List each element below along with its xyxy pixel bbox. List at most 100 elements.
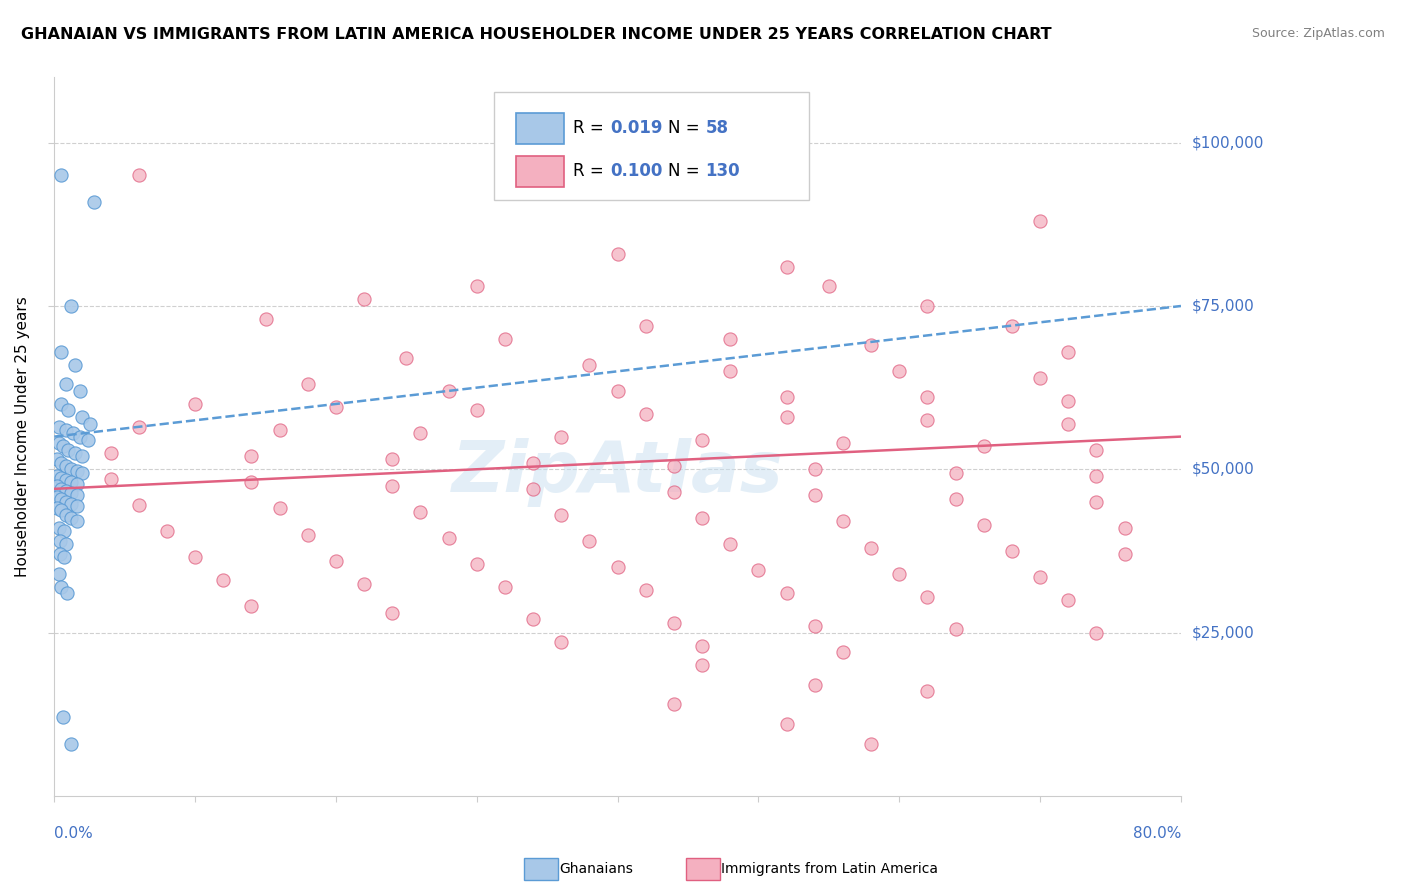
Point bbox=[254, 312, 277, 326]
Text: R =: R = bbox=[572, 161, 609, 180]
Point bbox=[240, 599, 263, 614]
Point bbox=[860, 541, 883, 555]
Point bbox=[522, 612, 544, 626]
Point bbox=[775, 717, 797, 731]
Point bbox=[1001, 318, 1024, 333]
Point bbox=[51, 580, 73, 594]
Point bbox=[804, 619, 827, 633]
Point bbox=[1114, 521, 1136, 535]
Point bbox=[465, 557, 488, 571]
Point bbox=[51, 482, 73, 496]
Point bbox=[51, 397, 73, 411]
Point bbox=[1029, 570, 1052, 584]
Point bbox=[437, 384, 460, 398]
Point bbox=[60, 497, 83, 511]
Point bbox=[945, 622, 967, 636]
Point bbox=[917, 391, 939, 405]
Point bbox=[55, 537, 77, 551]
Point bbox=[662, 615, 685, 630]
Point bbox=[973, 439, 995, 453]
Point bbox=[46, 452, 69, 467]
Point bbox=[634, 407, 657, 421]
Point bbox=[804, 488, 827, 502]
Point bbox=[1085, 468, 1108, 483]
Text: $100,000: $100,000 bbox=[1192, 136, 1264, 150]
Text: R =: R = bbox=[572, 119, 609, 136]
Text: 130: 130 bbox=[706, 161, 740, 180]
Point bbox=[465, 279, 488, 293]
Point bbox=[381, 478, 404, 492]
Text: Immigrants from Latin America: Immigrants from Latin America bbox=[721, 862, 938, 876]
Point bbox=[437, 531, 460, 545]
Point bbox=[297, 377, 319, 392]
Point bbox=[156, 524, 179, 539]
Point bbox=[606, 384, 628, 398]
Point bbox=[60, 462, 83, 476]
Point bbox=[51, 492, 73, 507]
Point bbox=[72, 410, 94, 425]
Point bbox=[662, 458, 685, 473]
Point bbox=[1029, 214, 1052, 228]
Point bbox=[889, 364, 911, 378]
FancyBboxPatch shape bbox=[516, 113, 564, 144]
Point bbox=[72, 449, 94, 463]
Point bbox=[65, 358, 87, 372]
Point bbox=[49, 547, 72, 561]
Point bbox=[66, 488, 89, 502]
Text: Ghanaians: Ghanaians bbox=[560, 862, 634, 876]
Point bbox=[775, 391, 797, 405]
Point bbox=[381, 452, 404, 467]
Point bbox=[747, 564, 769, 578]
Point bbox=[55, 508, 77, 522]
Point bbox=[60, 511, 83, 525]
Point bbox=[48, 436, 70, 450]
Point bbox=[128, 169, 150, 183]
Point bbox=[100, 446, 122, 460]
Point bbox=[51, 471, 73, 485]
Point bbox=[52, 439, 75, 453]
Point bbox=[269, 501, 291, 516]
Point bbox=[69, 384, 91, 398]
Point bbox=[56, 586, 79, 600]
Point bbox=[83, 194, 105, 209]
Point bbox=[1029, 371, 1052, 385]
Point bbox=[48, 521, 70, 535]
Point bbox=[240, 475, 263, 490]
Point bbox=[917, 684, 939, 698]
Point bbox=[55, 377, 77, 392]
Point bbox=[917, 413, 939, 427]
Text: $25,000: $25,000 bbox=[1192, 625, 1254, 640]
Point bbox=[1114, 547, 1136, 561]
Point bbox=[718, 364, 741, 378]
Point bbox=[973, 517, 995, 532]
Point bbox=[409, 505, 432, 519]
Point bbox=[48, 566, 70, 581]
Point bbox=[66, 515, 89, 529]
Point bbox=[55, 473, 77, 487]
Point bbox=[690, 433, 713, 447]
Point bbox=[1057, 592, 1080, 607]
Point bbox=[606, 246, 628, 260]
Text: 0.019: 0.019 bbox=[610, 119, 662, 136]
Point bbox=[79, 417, 101, 431]
Point bbox=[832, 436, 855, 450]
Point bbox=[690, 639, 713, 653]
Point bbox=[550, 429, 572, 443]
Point bbox=[1057, 417, 1080, 431]
Point bbox=[53, 524, 76, 539]
Point bbox=[804, 678, 827, 692]
Text: 80.0%: 80.0% bbox=[1133, 826, 1181, 841]
Point bbox=[1085, 442, 1108, 457]
Point bbox=[662, 485, 685, 500]
Point bbox=[53, 550, 76, 565]
Point bbox=[46, 491, 69, 505]
Point bbox=[51, 456, 73, 470]
Point bbox=[49, 534, 72, 549]
Point bbox=[494, 332, 516, 346]
Point bbox=[212, 574, 235, 588]
Point bbox=[395, 351, 418, 366]
Point bbox=[46, 468, 69, 483]
Point bbox=[55, 458, 77, 473]
Point bbox=[69, 429, 91, 443]
Text: 0.0%: 0.0% bbox=[55, 826, 93, 841]
